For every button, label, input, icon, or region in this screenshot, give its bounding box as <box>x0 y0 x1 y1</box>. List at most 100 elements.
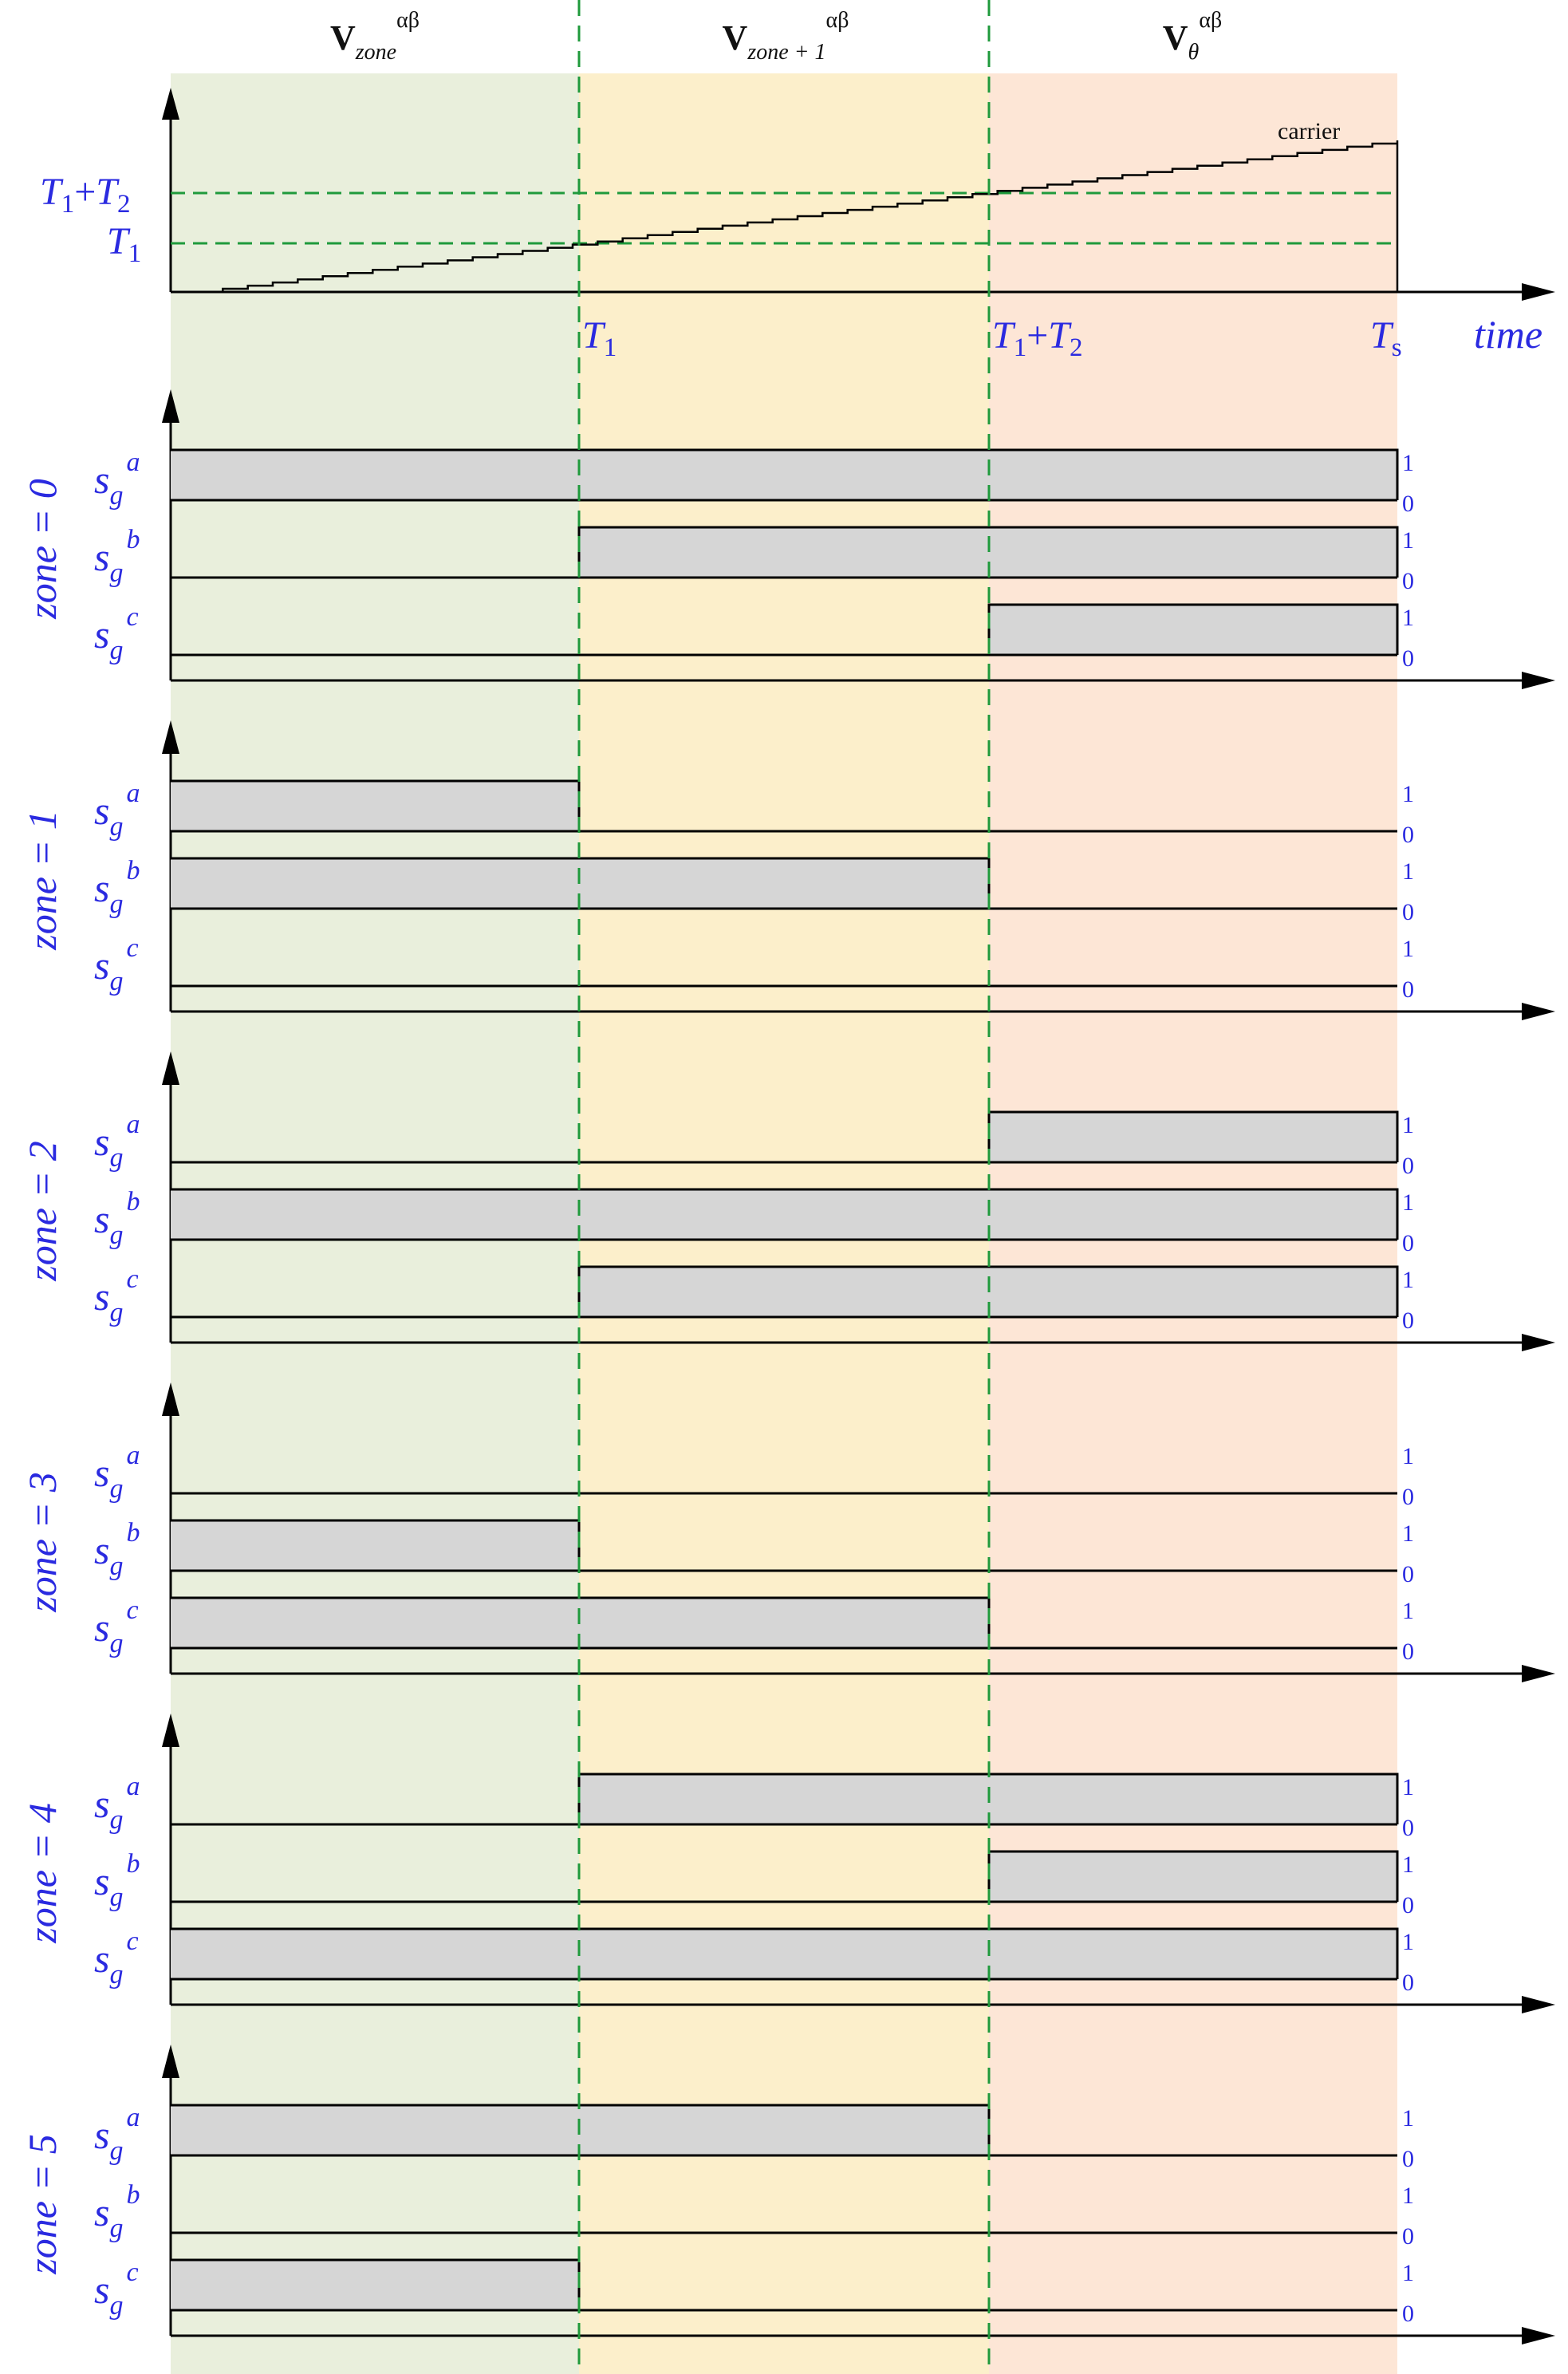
zone-5-signal-label-a: sga <box>94 2103 140 2166</box>
top-value-axis-arrow <box>162 88 179 120</box>
zone-0-phase-a-high-label: 1 <box>1402 450 1414 476</box>
zone-1-signal-label-b: sgb <box>94 856 140 919</box>
zone-2-phase-b-low-label: 0 <box>1402 1230 1414 1256</box>
zone-3-signal-label-a: sga <box>94 1441 140 1504</box>
zone-5-time-axis-arrow <box>1522 2327 1555 2344</box>
zone-1-value-axis-arrow <box>162 720 179 754</box>
zone-2-phase-c-high-segment <box>989 1267 1397 1317</box>
zone-5-phase-a-high-label: 1 <box>1402 2105 1414 2131</box>
zone-5-phase-a-high-segment <box>171 2105 579 2155</box>
zone-4-phase-c-high-label: 1 <box>1402 1929 1414 1955</box>
zone-5-phase-b-high-label: 1 <box>1402 2183 1414 2209</box>
zone-0-label: zone = 0 <box>20 479 65 619</box>
zone-4-signal-label-c: sgc <box>94 1926 139 1990</box>
zone-2-phase-b-high-segment <box>989 1189 1397 1240</box>
zone-0-phase-c-waveform <box>171 603 1399 657</box>
zone-1-phase-b-high-label: 1 <box>1402 858 1414 885</box>
zone-2-phase-b-high-segment <box>579 1189 989 1240</box>
zone-0-phase-c-high-label: 1 <box>1402 605 1414 631</box>
zone-4-phase-c-high-segment <box>171 1929 579 1979</box>
zone-5-phase-a-low-label: 0 <box>1402 2146 1414 2172</box>
zone-2-signal-label-b: sgb <box>94 1187 140 1250</box>
zone-5-signal-label-b: sgb <box>94 2180 140 2243</box>
carrier-label: carrier <box>1278 118 1340 144</box>
zone-0-phase-b-high-segment <box>989 527 1397 578</box>
zone-0-phase-a-high-segment <box>171 450 579 500</box>
zone-1-phase-b-high-segment <box>579 858 989 909</box>
zone-4-time-axis-arrow <box>1522 1996 1555 2013</box>
zone-4-signal-label-b: sgb <box>94 1849 140 1912</box>
zone-2-phase-a-low-label: 0 <box>1402 1153 1414 1179</box>
zone-1-phase-b-high-segment <box>171 858 579 909</box>
zone-2-value-axis-arrow <box>162 1051 179 1085</box>
zone-panel-2 <box>162 1051 1555 1351</box>
zone-1-phase-c-low-label: 0 <box>1402 976 1414 1003</box>
zone-0-phase-a-high-segment <box>989 450 1397 500</box>
zone-0-phase-c-low-label: 0 <box>1402 645 1414 672</box>
zone-4-phase-a-low-label: 0 <box>1402 1815 1414 1841</box>
axis-mark-t1: T1 <box>582 314 617 362</box>
zone-4-label: zone = 4 <box>20 1803 65 1943</box>
zone-2-phase-a-high-label: 1 <box>1402 1112 1414 1138</box>
zone-4-phase-a-waveform <box>171 1773 1399 1826</box>
zone-0-value-axis-arrow <box>162 389 179 423</box>
zone-4-signal-label-a: sga <box>94 1772 140 1835</box>
zone-1-phase-c-high-label: 1 <box>1402 936 1414 962</box>
zone-4-value-axis-arrow <box>162 1713 179 1747</box>
zone-3-phase-c-low-label: 0 <box>1402 1639 1414 1665</box>
zone-5-value-axis-arrow <box>162 2045 179 2078</box>
zone-4-phase-c-high-segment <box>579 1929 989 1979</box>
zone-5-phase-a-high-segment <box>579 2105 989 2155</box>
zone-2-phase-b-high-label: 1 <box>1402 1189 1414 1216</box>
zone-3-phase-a-low-label: 0 <box>1402 1484 1414 1510</box>
zone-5-phase-b-low-label: 0 <box>1402 2223 1414 2250</box>
zone-1-phase-b-low-label: 0 <box>1402 899 1414 925</box>
carrier-staircase <box>198 140 1399 294</box>
header-zone-vector: Vzoneαβ <box>330 8 420 65</box>
zone-4-phase-c-high-segment <box>989 1929 1397 1979</box>
zone-0-time-axis-arrow <box>1522 672 1555 689</box>
zone-3-signal-label-c: sgc <box>94 1595 139 1658</box>
zone-5-phase-c-low-label: 0 <box>1402 2301 1414 2327</box>
axis-mark-ts: Ts <box>1370 314 1402 362</box>
level-label-t1: T1 <box>107 220 141 268</box>
zone-2-time-axis-arrow <box>1522 1334 1555 1351</box>
zone-4-phase-a-high-label: 1 <box>1402 1774 1414 1800</box>
zone-3-time-axis-arrow <box>1522 1665 1555 1682</box>
zone-3-phase-b-high-label: 1 <box>1402 1520 1414 1547</box>
zone-0-phase-c-high-segment <box>989 605 1397 655</box>
zone-3-phase-b-low-label: 0 <box>1402 1561 1414 1587</box>
zone-0-signal-label-b: sgb <box>94 525 140 588</box>
zone-panel-4 <box>162 1713 1555 2013</box>
zone-1-signal-label-c: sgc <box>94 933 139 996</box>
zone-5-label: zone = 5 <box>20 2134 65 2274</box>
zone-1-label: zone = 1 <box>20 810 65 950</box>
zone-4-phase-b-low-label: 0 <box>1402 1892 1414 1919</box>
header-next-zone-vector: Vzone + 1αβ <box>723 8 849 65</box>
zone-0-signal-label-c: sgc <box>94 602 139 665</box>
zone-4-phase-c-low-label: 0 <box>1402 1970 1414 1996</box>
zone-0-phase-b-waveform <box>171 526 1399 579</box>
zone-2-phase-b-high-segment <box>171 1189 579 1240</box>
level-label-t1-plus-t2: T1+T2 <box>40 171 130 219</box>
zone-4-phase-b-high-label: 1 <box>1402 1851 1414 1878</box>
zone-5-signal-label-c: sgc <box>94 2258 139 2321</box>
top-time-axis-arrow <box>1522 283 1555 301</box>
zone-2-label: zone = 2 <box>20 1141 65 1281</box>
zone-panel-3 <box>162 1382 1555 1682</box>
time-axis-label: time <box>1474 312 1542 357</box>
header-theta-vector: Vθαβ <box>1163 8 1222 65</box>
zone-1-phase-a-low-label: 0 <box>1402 822 1414 848</box>
zone-3-value-axis-arrow <box>162 1382 179 1416</box>
zone-0-phase-b-high-label: 1 <box>1402 527 1414 554</box>
zone-2-phase-c-low-label: 0 <box>1402 1307 1414 1334</box>
zone-1-phase-a-high-segment <box>171 781 579 831</box>
zone-2-phase-c-waveform <box>171 1265 1399 1319</box>
zone-2-phase-c-high-label: 1 <box>1402 1267 1414 1293</box>
zone-1-signal-label-a: sga <box>94 779 140 842</box>
zone-2-phase-a-high-segment <box>989 1112 1397 1162</box>
zone-0-phase-a-low-label: 0 <box>1402 491 1414 517</box>
zone-5-phase-c-high-segment <box>171 2260 579 2310</box>
zone-0-signal-label-a: sga <box>94 448 140 511</box>
